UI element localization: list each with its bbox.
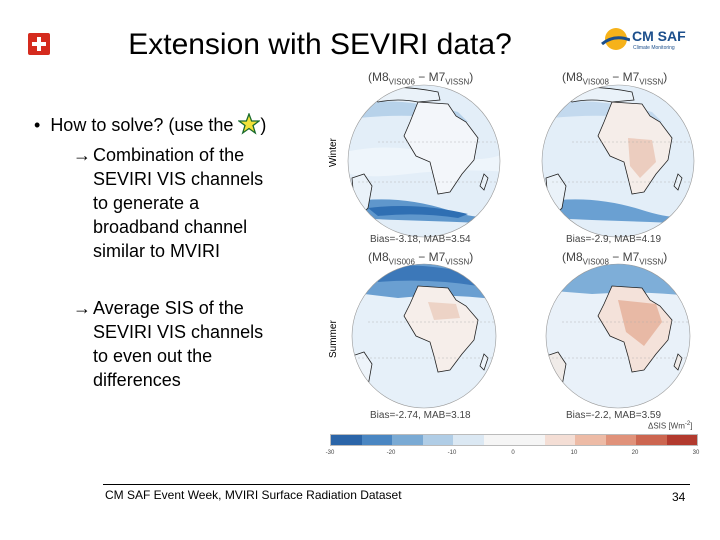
colorbar-tick-label: 10 (570, 450, 578, 456)
colorbar-swatch (605, 435, 636, 445)
page-number: 34 (672, 490, 686, 504)
difference-map-summer-vis008 (545, 263, 691, 409)
colorbar-swatch (361, 435, 392, 445)
sub-line: SEVIRI VIS channels (93, 169, 264, 189)
panel-title: (M8VIS006 − M7VISSN) (368, 70, 474, 87)
difference-map-summer-vis006 (351, 263, 497, 409)
cmsaf-logo: CM SAF Climate Monitoring (600, 24, 690, 54)
panel-title: (M8VIS008 − M7VISSN) (562, 70, 668, 87)
colorbar-swatch (453, 435, 484, 445)
colorbar-swatch (636, 435, 667, 445)
swiss-flag-logo (28, 33, 50, 55)
sub-bullet-average: → Average SIS of the SEVIRI VIS channels… (73, 296, 264, 392)
colorbar-tick-label: -20 (386, 450, 396, 456)
colorbar-tick-label: -10 (447, 450, 457, 456)
colorbar-swatch (666, 435, 697, 445)
colorbar-swatch (331, 435, 362, 445)
colorbar-tick-label: 30 (692, 450, 700, 456)
sub-line: Combination of the (93, 145, 245, 165)
panel-stats: Bias=-3.18, MAB=3.54 (370, 234, 471, 245)
panel-title: (M8VIS008 − M7VISSN) (562, 250, 668, 267)
cmsaf-logo-subtext: Climate Monitoring (633, 45, 675, 51)
bullet-dot: • (34, 115, 51, 135)
star-icon (237, 112, 262, 135)
difference-map-winter-vis006 (347, 84, 501, 238)
colorbar-ticks: -30 -20 -10 0 10 20 30 (326, 450, 700, 460)
colorbar-swatch (392, 435, 423, 445)
sub-line: differences (93, 370, 181, 390)
sub-line: Average SIS of the (93, 298, 244, 318)
colorbar-swatch (575, 435, 606, 445)
colorbar-swatch (483, 435, 514, 445)
sub-line: SEVIRI VIS channels (93, 322, 264, 342)
sub-bullet-combination: → Combination of the SEVIRI VIS channels… (73, 143, 264, 263)
panel-title: (M8VIS006 − M7VISSN) (368, 250, 474, 267)
colorbar-swatch (422, 435, 453, 445)
colorbar-tick-label: 20 (631, 450, 639, 456)
arrow-right-icon: → (73, 298, 91, 318)
panel-stats: Bias=-2.2, MAB=3.59 (566, 410, 662, 421)
arrow-right-icon: → (73, 145, 91, 165)
colorbar-tick-label: 0 (511, 450, 515, 456)
main-bullet: • How to solve? (use the ) (34, 112, 267, 136)
footer-divider (103, 484, 690, 485)
colorbar-swatch (514, 435, 545, 445)
bullet-close: ) (260, 115, 267, 135)
panel-stats: Bias=-2.74, MAB=3.18 (370, 410, 471, 421)
colorbar (330, 434, 698, 446)
cmsaf-logo-text: CM SAF (632, 28, 686, 44)
slide-title: Extension with SEVIRI data? (128, 28, 512, 61)
sun-icon (601, 28, 630, 50)
colorbar-tick-label: -30 (325, 450, 335, 456)
sub-line: to even out the (93, 346, 213, 366)
difference-map-winter-vis008 (541, 84, 695, 238)
colorbar-title: ΔSIS [Wm-2] (648, 421, 693, 431)
sub-line: similar to MVIRI (93, 241, 221, 261)
colorbar-swatch (544, 435, 575, 445)
footer-text: CM SAF Event Week, MVIRI Surface Radiati… (105, 488, 402, 502)
sub-line: broadband channel (93, 217, 248, 237)
bullet-text: How to solve? (use the (50, 115, 234, 135)
sub-line: to generate a (93, 193, 200, 213)
panel-stats: Bias=-2.9, MAB=4.19 (566, 234, 662, 245)
